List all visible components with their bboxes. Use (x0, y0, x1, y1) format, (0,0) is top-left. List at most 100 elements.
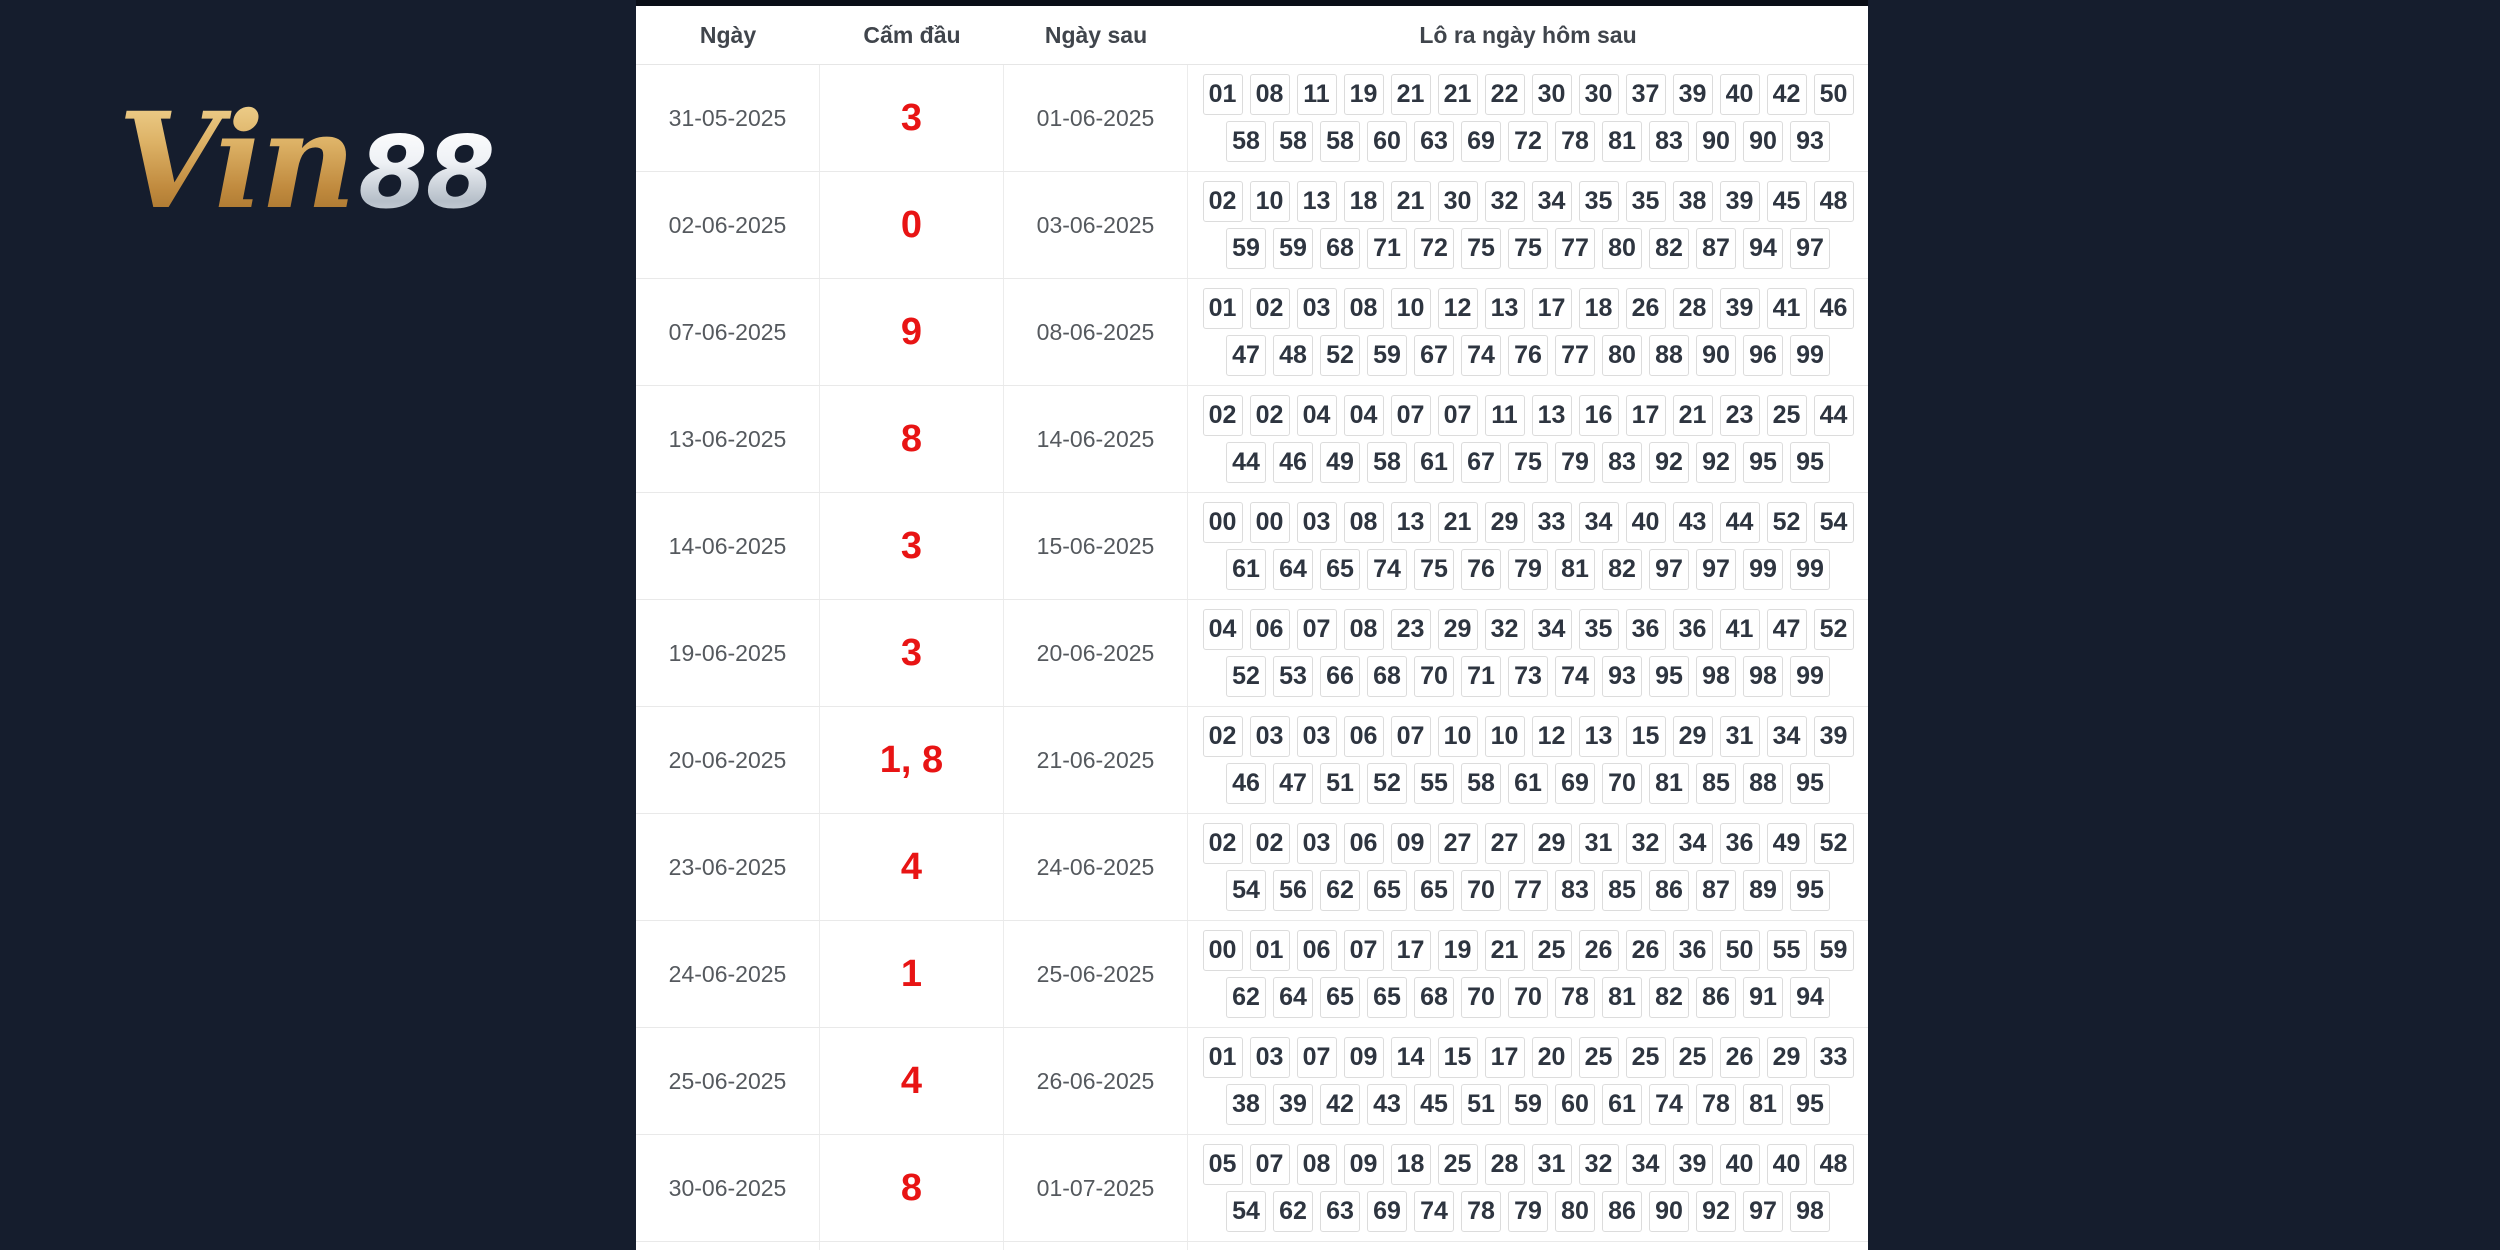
lottery-number: 00 (1202, 930, 1243, 971)
banned-head-value: 1, 8 (820, 707, 1004, 813)
lottery-number: 99 (1790, 656, 1830, 697)
lottery-number: 58 (1367, 442, 1407, 483)
lottery-number: 81 (1602, 121, 1642, 162)
lottery-number: 42 (1320, 1084, 1360, 1125)
lottery-number: 62 (1226, 977, 1266, 1018)
lottery-number: 65 (1367, 977, 1407, 1018)
lottery-number: 51 (1320, 763, 1360, 804)
lottery-number: 35 (1578, 609, 1619, 650)
lottery-number: 99 (1790, 549, 1830, 590)
lottery-number: 95 (1790, 442, 1830, 483)
lottery-number: 07 (1296, 609, 1337, 650)
lottery-number: 52 (1813, 609, 1854, 650)
banned-head-value: 9 (820, 279, 1004, 385)
lottery-number: 65 (1367, 870, 1407, 911)
lottery-number: 74 (1414, 1191, 1454, 1232)
lottery-number: 04 (1202, 609, 1243, 650)
lottery-number: 29 (1766, 1037, 1807, 1078)
lottery-number: 08 (1296, 1144, 1337, 1185)
lottery-number: 54 (1226, 1191, 1266, 1232)
lottery-number: 03 (1296, 502, 1337, 543)
lottery-number: 80 (1602, 335, 1642, 376)
lottery-number: 03 (1296, 716, 1337, 757)
lottery-number: 06 (1343, 716, 1384, 757)
lottery-number: 00 (1249, 502, 1290, 543)
lottery-number: 43 (1367, 1084, 1407, 1125)
lottery-number: 95 (1790, 763, 1830, 804)
lottery-number-line: 01 03 07 09 14 15 17 20 25 25 25 26 29 33 (1202, 1037, 1854, 1078)
lottery-number: 87 (1696, 870, 1736, 911)
lottery-number-line: 44 46 49 58 61 67 75 79 83 92 92 95 95 (1226, 442, 1830, 483)
lottery-number: 54 (1226, 870, 1266, 911)
lottery-number: 62 (1273, 1191, 1313, 1232)
lottery-number-line: 02 10 13 18 21 30 32 34 35 35 38 39 45 48 (1202, 181, 1854, 222)
lottery-number: 38 (1672, 181, 1713, 222)
header-date: Ngày (699, 21, 757, 48)
lottery-number: 17 (1390, 930, 1431, 971)
lottery-number: 25 (1578, 1037, 1619, 1078)
lottery-number: 09 (1343, 1037, 1384, 1078)
lottery-number: 69 (1367, 1191, 1407, 1232)
lottery-number: 34 (1766, 716, 1807, 757)
lottery-number: 05 (1202, 1144, 1243, 1185)
lottery-number: 74 (1367, 549, 1407, 590)
lottery-number: 97 (1649, 549, 1689, 590)
lottery-numbers-cell: 00 01 06 07 17 19 21 25 26 26 36 50 55 59 62 64 65 65 68 70… (1188, 921, 1868, 1027)
lottery-number: 02 (1202, 181, 1243, 222)
date-cell: 02-06-2025 (636, 172, 820, 278)
lottery-number: 93 (1790, 121, 1830, 162)
empty-cell (1188, 1242, 1868, 1250)
lottery-number-line: 04 06 07 08 23 29 32 34 35 36 36 41 47 52 (1202, 609, 1854, 650)
banned-head-value: 3 (820, 493, 1004, 599)
lottery-number: 21 (1390, 181, 1431, 222)
lottery-numbers-cell: 04 06 07 08 23 29 32 34 35 36 36 41 47 52 52 53 66 68 70 71… (1188, 600, 1868, 706)
lottery-number: 44 (1226, 442, 1266, 483)
lottery-number: 22 (1484, 74, 1525, 115)
lottery-number: 37 (1625, 74, 1666, 115)
table-row: 14-06-2025 3 15-06-2025 00 00 03 08 13 21 29 33 34 4… (636, 493, 1868, 600)
lottery-number: 34 (1578, 502, 1619, 543)
lottery-number: 66 (1320, 656, 1360, 697)
next-date-cell: 20-06-2025 (1004, 600, 1188, 706)
lottery-number: 62 (1320, 870, 1360, 911)
lottery-number: 69 (1461, 121, 1501, 162)
next-date-cell: 14-06-2025 (1004, 386, 1188, 492)
lottery-number: 81 (1649, 763, 1689, 804)
lottery-number: 61 (1508, 763, 1548, 804)
lottery-number: 36 (1625, 609, 1666, 650)
lottery-numbers-cell: 00 00 03 08 13 21 29 33 34 40 43 44 52 54 61 64 65 74 75 76… (1188, 493, 1868, 599)
lottery-number: 12 (1531, 716, 1572, 757)
lottery-number: 33 (1531, 502, 1572, 543)
lottery-number-line: 46 47 51 52 55 58 61 69 70 81 85 88 95 (1226, 763, 1830, 804)
lottery-number: 06 (1249, 609, 1290, 650)
next-date-cell: 15-06-2025 (1004, 493, 1188, 599)
lottery-number: 07 (1296, 1037, 1337, 1078)
lottery-number: 28 (1672, 288, 1713, 329)
lottery-number: 88 (1743, 763, 1783, 804)
lottery-number: 75 (1414, 549, 1454, 590)
lottery-number: 04 (1343, 395, 1384, 436)
lottery-number: 39 (1719, 181, 1760, 222)
lottery-number-line: 61 64 65 74 75 76 79 81 82 97 97 99 99 (1226, 549, 1830, 590)
lottery-number: 13 (1390, 502, 1431, 543)
lottery-number: 55 (1414, 763, 1454, 804)
lottery-number: 53 (1273, 656, 1313, 697)
lottery-number: 74 (1649, 1084, 1689, 1125)
lottery-number: 26 (1578, 930, 1619, 971)
next-date-cell: 01-07-2025 (1004, 1135, 1188, 1241)
lottery-number: 93 (1602, 656, 1642, 697)
lottery-number-line: 00 01 06 07 17 19 21 25 26 26 36 50 55 59 (1202, 930, 1854, 971)
lottery-number-line: 01 08 11 19 21 21 22 30 30 37 39 40 42 50 (1202, 74, 1854, 115)
next-date-cell: 03-06-2025 (1004, 172, 1188, 278)
lottery-number: 02 (1202, 395, 1243, 436)
lottery-number: 60 (1555, 1084, 1595, 1125)
table-row: 30-06-2025 8 01-07-2025 05 07 08 09 18 25 28 31 32 3… (636, 1135, 1868, 1242)
date-cell: 13-06-2025 (636, 386, 820, 492)
lottery-number: 59 (1813, 930, 1854, 971)
vin88-logo[interactable]: Vin 88 (118, 96, 495, 228)
banned-head-value: 0 (820, 172, 1004, 278)
lottery-number: 46 (1226, 763, 1266, 804)
lottery-number: 30 (1437, 181, 1478, 222)
next-date-cell: 24-06-2025 (1004, 814, 1188, 920)
lottery-number: 08 (1343, 502, 1384, 543)
